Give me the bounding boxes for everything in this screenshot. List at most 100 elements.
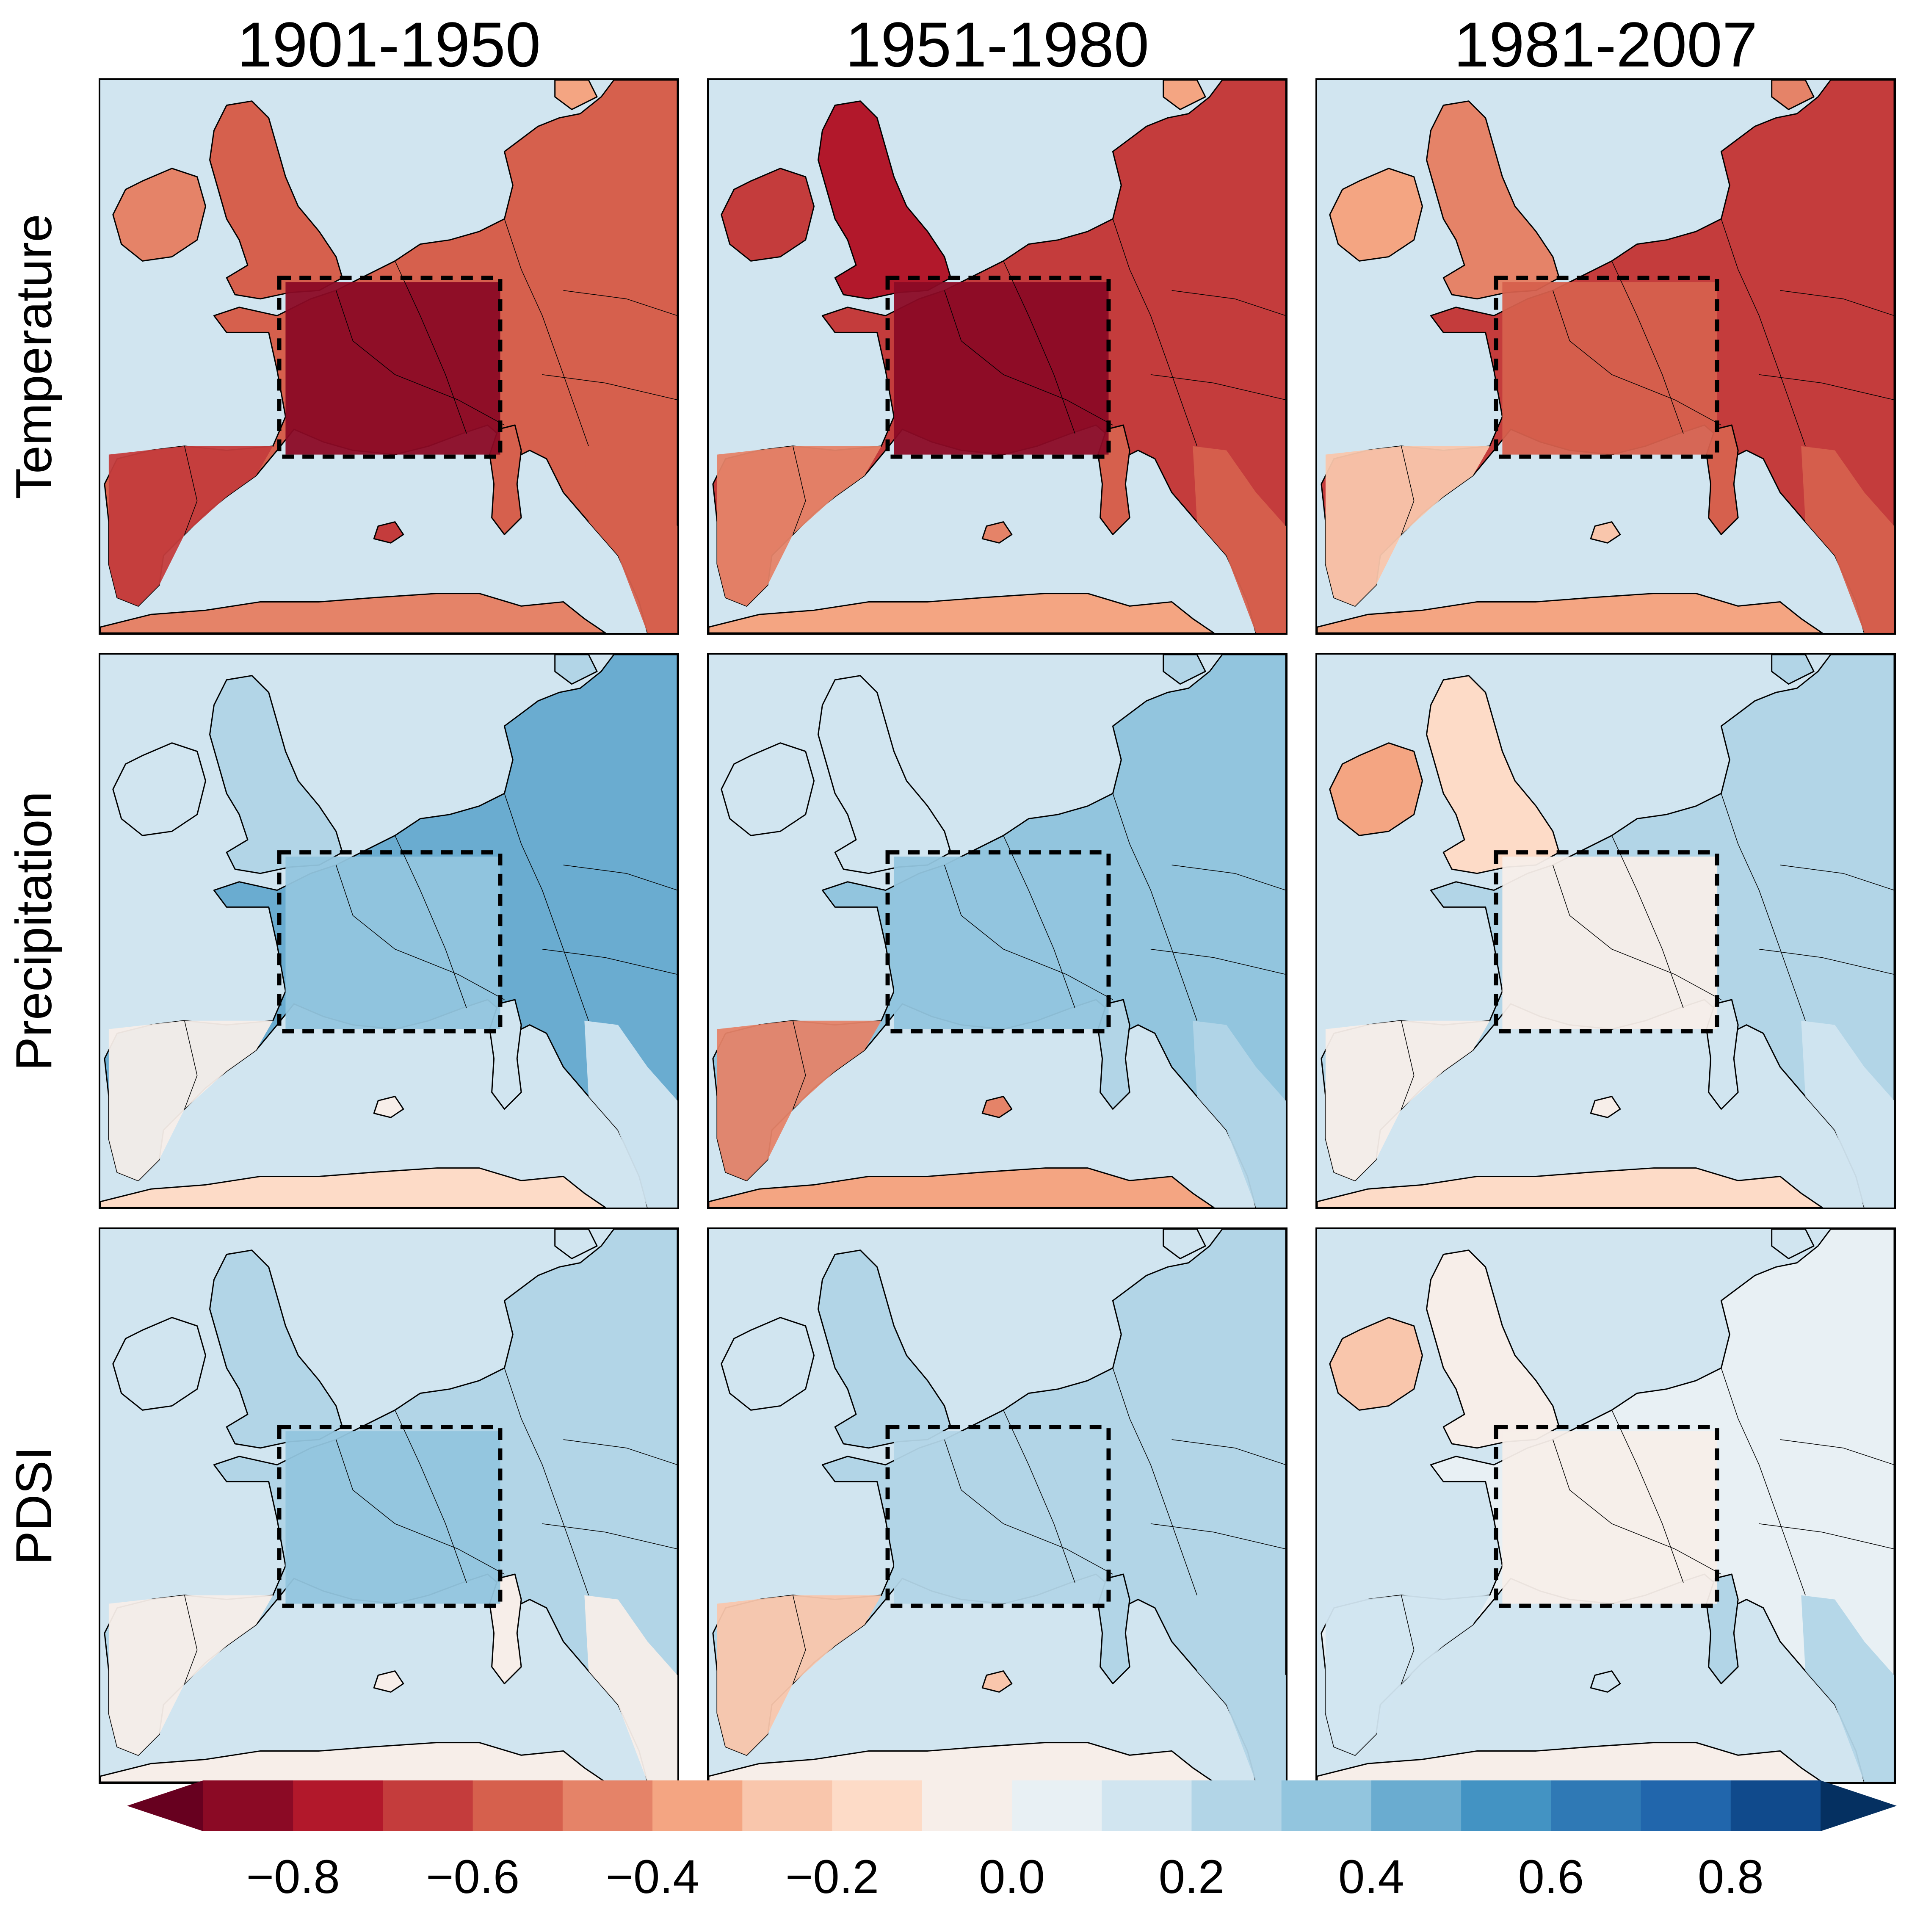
land-north_africa bbox=[100, 1742, 606, 1782]
land-north_africa bbox=[1317, 1167, 1823, 1208]
country-border bbox=[1171, 1439, 1286, 1465]
country-border bbox=[336, 290, 505, 426]
colorbar-segment bbox=[203, 1780, 294, 1831]
anomaly-patch-france-box bbox=[894, 282, 1109, 455]
land-scandinavia bbox=[1771, 655, 1815, 685]
country-border bbox=[1003, 261, 1075, 434]
anomaly-patch-iberia bbox=[108, 1595, 273, 1755]
colorbar-tick-label: 0.8 bbox=[1697, 1850, 1764, 1903]
country-border bbox=[1780, 290, 1894, 316]
country-border bbox=[1112, 793, 1197, 1021]
country-border bbox=[504, 218, 589, 446]
land-scandinavia bbox=[1771, 1229, 1815, 1260]
colorbar-tick-label: −0.8 bbox=[246, 1850, 340, 1903]
country-border bbox=[1759, 948, 1894, 975]
anomaly-patch-iberia bbox=[1325, 1020, 1490, 1181]
colorbar-segment bbox=[293, 1780, 384, 1831]
colorbar-segment bbox=[1281, 1780, 1372, 1831]
country-border bbox=[395, 1410, 467, 1583]
colorbar-segment bbox=[1191, 1780, 1282, 1831]
land-north_africa bbox=[1317, 593, 1823, 633]
land-balearic bbox=[981, 521, 1013, 544]
colorbar-segment bbox=[832, 1780, 923, 1831]
anomaly-patch-france-box bbox=[894, 857, 1109, 1029]
anomaly-patch-iberia bbox=[108, 446, 273, 606]
study-region-box bbox=[1494, 276, 1719, 459]
anomaly-patch-iberia bbox=[108, 1020, 273, 1181]
land-scandinavia bbox=[1163, 655, 1206, 685]
country-border bbox=[1150, 1523, 1286, 1550]
country-border bbox=[1611, 835, 1684, 1009]
colorbar-segment bbox=[1730, 1780, 1821, 1831]
colorbar-segment bbox=[1102, 1780, 1192, 1831]
colorbar-extension-max bbox=[1821, 1780, 1897, 1831]
row-title-pdsi-label: PDSI bbox=[6, 1446, 63, 1565]
map-svg bbox=[1317, 655, 1894, 1208]
map-svg bbox=[100, 1229, 677, 1782]
country-border bbox=[1553, 865, 1721, 1000]
map-panel bbox=[1315, 1227, 1896, 1784]
country-border bbox=[184, 446, 198, 535]
country-border bbox=[504, 1368, 589, 1595]
colorbar bbox=[127, 1780, 1897, 1831]
study-region-box bbox=[277, 276, 503, 459]
column-title-2: 1951-1980 bbox=[845, 9, 1149, 80]
colorbar-segment bbox=[1551, 1780, 1641, 1831]
map-panel bbox=[707, 653, 1288, 1209]
anomaly-patch-iberia bbox=[717, 446, 881, 606]
study-region-box bbox=[277, 1425, 503, 1608]
country-border bbox=[542, 374, 677, 401]
colorbar-segment bbox=[1461, 1780, 1552, 1831]
country-border bbox=[1171, 290, 1286, 316]
row-title-temperature-label: Temperature bbox=[6, 214, 62, 499]
country-border bbox=[336, 1439, 505, 1575]
colorbar-segment bbox=[562, 1780, 653, 1831]
country-border bbox=[793, 1020, 806, 1109]
study-region-box bbox=[885, 850, 1111, 1034]
anomaly-patch-italy bbox=[1193, 1020, 1286, 1208]
land-balearic bbox=[373, 1096, 404, 1118]
land-balearic bbox=[373, 521, 404, 544]
colorbar-extension-min bbox=[127, 1780, 203, 1831]
land-balearic bbox=[1590, 1096, 1621, 1118]
anomaly-patch-italy bbox=[584, 446, 677, 633]
study-region-box bbox=[1494, 850, 1719, 1034]
anomaly-patch-france-box bbox=[894, 1431, 1109, 1604]
anomaly-patch-france-box bbox=[1502, 857, 1717, 1029]
land-ireland bbox=[721, 742, 815, 836]
land-ireland bbox=[112, 1317, 207, 1411]
country-border bbox=[1171, 865, 1286, 891]
country-border bbox=[944, 290, 1113, 426]
country-border bbox=[793, 1595, 806, 1684]
land-balearic bbox=[373, 1670, 404, 1693]
map-svg bbox=[1317, 1229, 1894, 1782]
map-svg bbox=[1317, 80, 1894, 633]
colorbar-segment bbox=[742, 1780, 833, 1831]
country-border bbox=[1401, 446, 1415, 535]
row-title-precipitation: Precipitation bbox=[0, 653, 68, 1209]
land-ireland bbox=[721, 168, 815, 262]
column-title-3: 1981-2007 bbox=[1453, 9, 1758, 80]
country-border bbox=[1759, 374, 1894, 401]
map-panel bbox=[99, 78, 679, 635]
country-border bbox=[542, 948, 677, 975]
study-region-box bbox=[885, 1425, 1111, 1608]
country-border bbox=[1721, 793, 1806, 1021]
land-north_africa bbox=[100, 1167, 606, 1208]
colorbar-segment bbox=[1641, 1780, 1731, 1831]
land-scandinavia bbox=[1163, 80, 1206, 111]
colorbar-tick-label: 0.2 bbox=[1158, 1850, 1225, 1903]
anomaly-patch-iberia bbox=[1325, 446, 1490, 606]
colorbar-tick-label: 0.4 bbox=[1338, 1850, 1404, 1903]
map-svg bbox=[709, 1229, 1286, 1782]
map-svg bbox=[100, 655, 677, 1208]
map-svg bbox=[709, 655, 1286, 1208]
map-svg bbox=[709, 80, 1286, 633]
land-north_africa bbox=[100, 593, 606, 633]
country-border bbox=[1003, 835, 1075, 1009]
anomaly-patch-france-box bbox=[1502, 1431, 1717, 1604]
map-svg bbox=[100, 80, 677, 633]
country-border bbox=[395, 835, 467, 1009]
country-border bbox=[1759, 1523, 1894, 1550]
study-region-box bbox=[885, 276, 1111, 459]
